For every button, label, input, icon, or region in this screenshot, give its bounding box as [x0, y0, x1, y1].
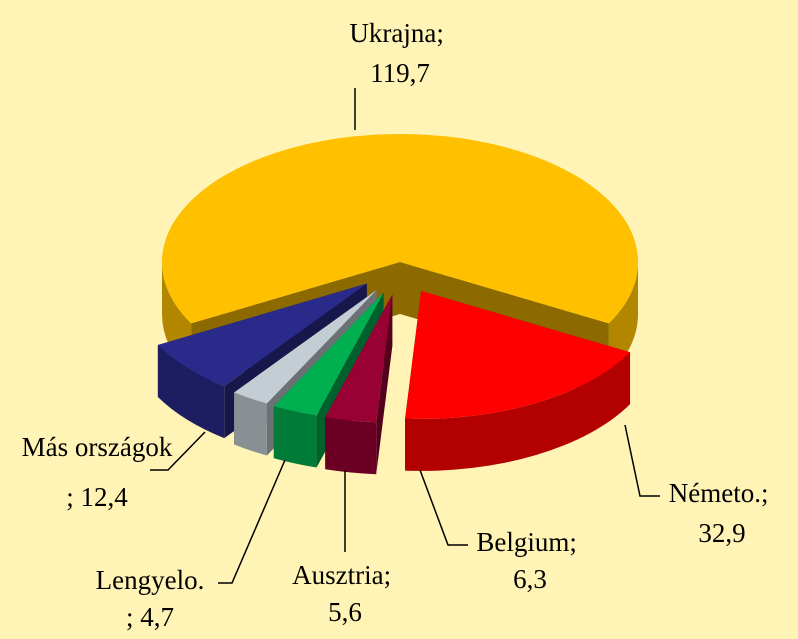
data-label: Más országok: [22, 432, 173, 462]
category-name: Ukrajna: [349, 18, 436, 48]
label-separator: ;: [569, 527, 583, 557]
category-name: Lengyelo.: [96, 565, 205, 595]
slice: [405, 290, 631, 419]
value-label: 32,9: [698, 518, 745, 548]
slice: [405, 290, 631, 471]
data-label: 119,7: [370, 58, 430, 88]
slice-side: [405, 352, 631, 471]
label-separator: ;: [126, 602, 140, 632]
slice-side: [234, 289, 377, 445]
category-name: Németo.: [669, 478, 761, 508]
slice: [325, 294, 393, 423]
leader-line: [150, 431, 206, 471]
slice: [161, 134, 638, 324]
slice-side: [157, 344, 225, 439]
slice: [157, 283, 367, 387]
label-separator: ;: [436, 18, 450, 48]
category-name: Más országok: [22, 432, 173, 462]
slice-side: [325, 417, 377, 475]
leader-line: [419, 469, 468, 546]
data-label: Ausztria;: [292, 560, 398, 590]
data-label: 6,3: [513, 564, 547, 594]
data-label: ; 12,4: [66, 482, 128, 512]
slice: [325, 294, 393, 475]
category-name: Belgium: [476, 527, 569, 557]
leader-line: [624, 424, 660, 497]
value-label: 12,4: [81, 482, 129, 512]
data-label: Belgium;: [476, 527, 583, 557]
value-label: 5,6: [328, 597, 362, 627]
label-separator: ;: [66, 482, 80, 512]
value-label: 4,7: [140, 602, 174, 632]
slice-side: [608, 262, 638, 376]
data-label: ; 4,7: [126, 602, 174, 632]
data-label: 32,9: [698, 518, 745, 548]
slice: [234, 289, 377, 404]
data-label: Ukrajna;: [349, 18, 450, 48]
slice-side: [273, 406, 317, 468]
data-label: 5,6: [328, 597, 362, 627]
label-separator: ;: [761, 478, 775, 508]
leader-line: [218, 459, 286, 584]
data-label: Németo.;: [669, 478, 776, 508]
value-label: 6,3: [513, 564, 547, 594]
label-separator: ;: [384, 560, 398, 590]
category-name: Ausztria: [292, 560, 383, 590]
slice-side: [234, 392, 267, 456]
data-label: Lengyelo.: [96, 565, 205, 595]
value-label: 119,7: [370, 58, 430, 88]
slice: [273, 292, 384, 416]
